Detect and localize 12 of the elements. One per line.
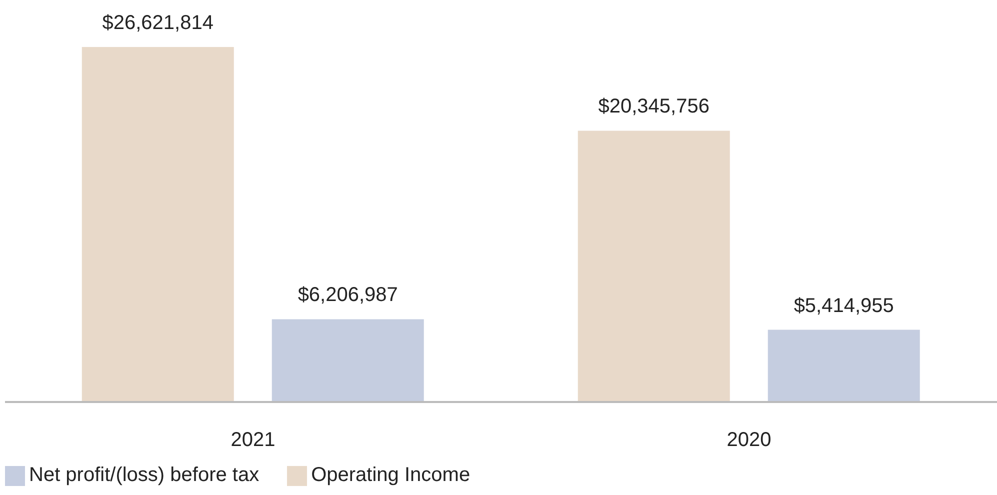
data-label: $26,621,814	[102, 12, 214, 34]
bar	[82, 47, 234, 402]
legend-label: Operating Income	[311, 464, 470, 486]
data-label: $6,206,987	[298, 284, 398, 306]
bar	[272, 319, 424, 402]
x-tick-label: 2021	[230, 429, 276, 452]
legend-label: Net profit/(loss) before tax	[29, 464, 260, 486]
data-label: $5,414,955	[794, 294, 894, 317]
bar	[768, 330, 920, 402]
data-label: $20,345,756	[598, 96, 710, 118]
x-tick-label: 2020	[726, 429, 772, 452]
bar	[578, 130, 730, 402]
